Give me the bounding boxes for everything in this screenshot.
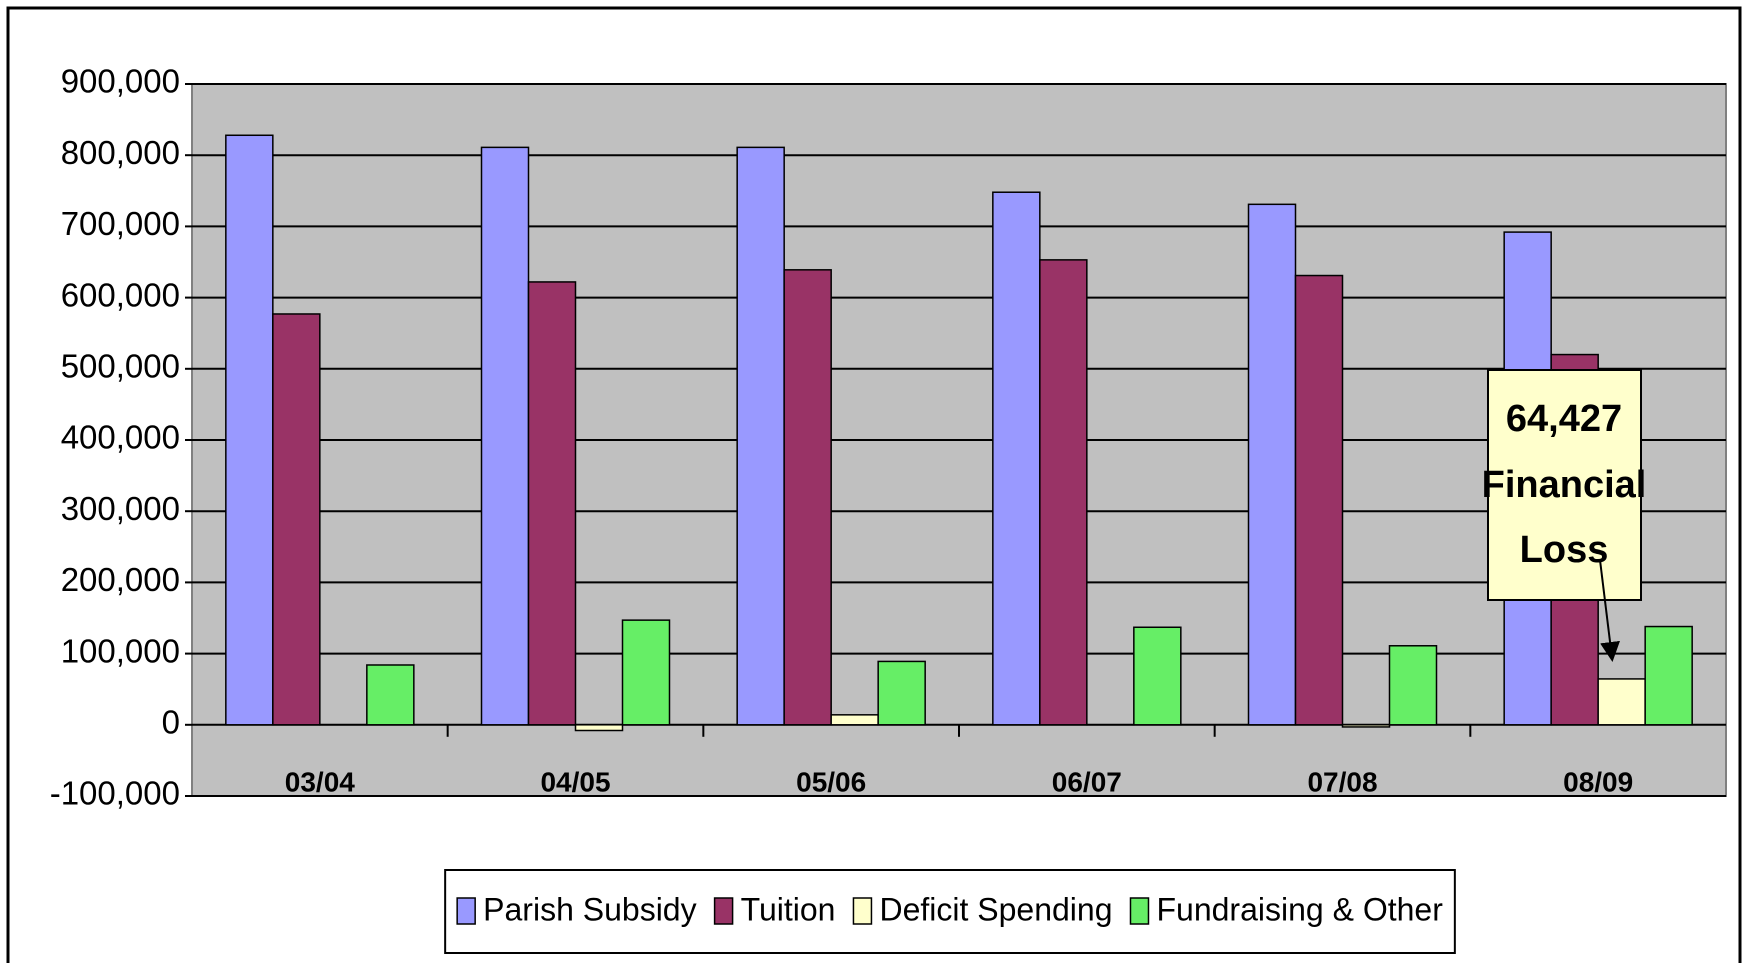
annotation-text: Financial xyxy=(1482,464,1647,506)
x-tick-label: 08/09 xyxy=(1563,766,1633,797)
y-tick-label: 300,000 xyxy=(61,490,180,527)
legend-swatch xyxy=(713,897,734,925)
y-tick-label: -100,000 xyxy=(50,775,180,812)
legend-swatch xyxy=(852,897,873,925)
y-tick-label: 100,000 xyxy=(61,632,180,669)
y-tick-label: 500,000 xyxy=(61,348,180,385)
annotation-box xyxy=(1487,369,1642,601)
y-tick-label: 800,000 xyxy=(61,134,180,171)
legend-swatch xyxy=(456,897,476,925)
marks xyxy=(185,83,1726,797)
legend-label: Tuition xyxy=(741,891,836,927)
bar xyxy=(830,714,879,726)
y-tick-label: 400,000 xyxy=(61,419,180,456)
bar xyxy=(366,664,415,726)
bar xyxy=(272,313,321,726)
bar xyxy=(1597,678,1646,726)
bar xyxy=(877,660,926,726)
legend-label: Deficit Spending xyxy=(879,891,1112,927)
bar xyxy=(1341,724,1391,728)
legend: Parish Subsidy Tuition Deficit Spending Fun… xyxy=(444,869,1456,954)
bar xyxy=(480,146,530,726)
x-tick-label: 03/04 xyxy=(285,766,355,797)
bar xyxy=(1039,259,1088,726)
bar xyxy=(1388,645,1438,726)
y-tick-label: 600,000 xyxy=(61,276,180,313)
bar xyxy=(574,724,624,732)
bar xyxy=(992,191,1041,726)
bar xyxy=(225,134,274,726)
legend-label: Fundraising & Other xyxy=(1156,891,1443,927)
bar xyxy=(783,269,832,726)
bar xyxy=(1644,625,1693,726)
x-tick-label: 05/06 xyxy=(796,766,866,797)
bar xyxy=(1294,274,1344,726)
x-tick-label: 06/07 xyxy=(1052,766,1122,797)
annotation-text: Loss xyxy=(1520,529,1609,571)
bar xyxy=(1133,626,1182,726)
bar xyxy=(527,281,577,726)
bar xyxy=(621,619,671,726)
y-tick-label: 200,000 xyxy=(61,561,180,598)
annotation: 64,427 Financial Loss xyxy=(1482,369,1647,662)
x-tick-label: 04/05 xyxy=(540,766,610,797)
legend-box xyxy=(444,869,1456,954)
y-tick-label: 900,000 xyxy=(61,63,180,100)
legend-label: Parish Subsidy xyxy=(483,891,696,927)
annotation-arrow xyxy=(1599,559,1620,662)
bar xyxy=(736,146,785,726)
annotation-text: 64,427 xyxy=(1506,398,1622,440)
x-tick-label: 07/08 xyxy=(1307,766,1377,797)
bar xyxy=(1247,203,1297,726)
y-tick-label: 0 xyxy=(162,704,180,741)
legend-swatch xyxy=(1129,897,1150,925)
y-tick-label: 700,000 xyxy=(61,205,180,242)
